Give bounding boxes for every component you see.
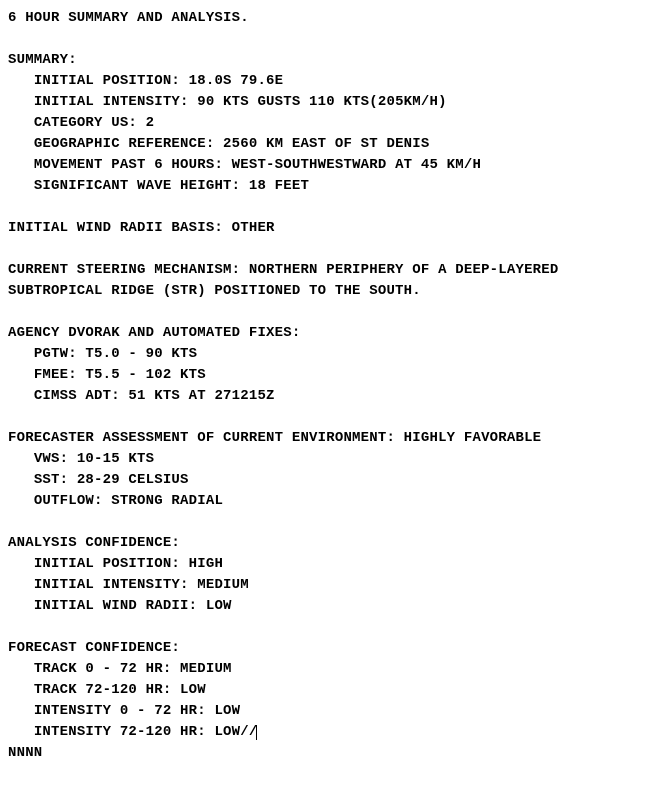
dvorak-pgtw: PGTW: T5.0 - 90 KTS: [34, 346, 197, 362]
analysis-confidence-heading: ANALYSIS CONFIDENCE:: [8, 535, 180, 551]
forecast-confidence-intensity-72-120: INTENSITY 72-120 HR: LOW//: [34, 724, 258, 740]
dvorak-heading: AGENCY DVORAK AND AUTOMATED FIXES:: [8, 325, 300, 341]
summary-geographic-reference: GEOGRAPHIC REFERENCE: 2560 KM EAST OF ST…: [34, 136, 430, 152]
forecast-confidence-track-72-120: TRACK 72-120 HR: LOW: [34, 682, 206, 698]
environment-vws: VWS: 10-15 KTS: [34, 451, 154, 467]
wind-radii-basis: INITIAL WIND RADII BASIS: OTHER: [8, 220, 275, 236]
summary-movement: MOVEMENT PAST 6 HOURS: WEST-SOUTHWESTWAR…: [34, 157, 481, 173]
forecast-confidence-track-0-72: TRACK 0 - 72 HR: MEDIUM: [34, 661, 232, 677]
terminator: NNNN: [8, 745, 42, 761]
text-cursor: [256, 725, 257, 740]
summary-initial-intensity: INITIAL INTENSITY: 90 KTS GUSTS 110 KTS(…: [34, 94, 447, 110]
steering-line-2: SUBTROPICAL RIDGE (STR) POSITIONED TO TH…: [8, 283, 421, 299]
summary-heading: SUMMARY:: [8, 52, 77, 68]
summary-wave-height: SIGNIFICANT WAVE HEIGHT: 18 FEET: [34, 178, 309, 194]
title-line: 6 HOUR SUMMARY AND ANALYSIS.: [8, 10, 249, 26]
environment-outflow: OUTFLOW: STRONG RADIAL: [34, 493, 223, 509]
bulletin-text: 6 HOUR SUMMARY AND ANALYSIS. SUMMARY: IN…: [8, 8, 649, 764]
analysis-confidence-position: INITIAL POSITION: HIGH: [34, 556, 223, 572]
environment-sst: SST: 28-29 CELSIUS: [34, 472, 189, 488]
analysis-confidence-radii: INITIAL WIND RADII: LOW: [34, 598, 232, 614]
dvorak-cimss: CIMSS ADT: 51 KTS AT 271215Z: [34, 388, 275, 404]
dvorak-fmee: FMEE: T5.5 - 102 KTS: [34, 367, 206, 383]
steering-line-1: CURRENT STEERING MECHANISM: NORTHERN PER…: [8, 262, 559, 278]
environment-heading: FORECASTER ASSESSMENT OF CURRENT ENVIRON…: [8, 430, 541, 446]
forecast-confidence-intensity-0-72: INTENSITY 0 - 72 HR: LOW: [34, 703, 240, 719]
summary-category-us: CATEGORY US: 2: [34, 115, 154, 131]
analysis-confidence-intensity: INITIAL INTENSITY: MEDIUM: [34, 577, 249, 593]
summary-initial-position: INITIAL POSITION: 18.0S 79.6E: [34, 73, 283, 89]
forecast-confidence-heading: FORECAST CONFIDENCE:: [8, 640, 180, 656]
